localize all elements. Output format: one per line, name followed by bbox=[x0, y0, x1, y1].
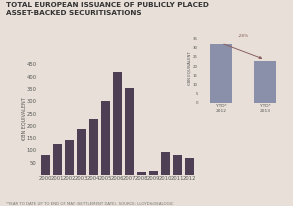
Bar bbox=[125, 88, 134, 175]
Bar bbox=[53, 144, 62, 175]
Y-axis label: €BN EQUIVALENT: €BN EQUIVALENT bbox=[21, 97, 26, 140]
Bar bbox=[113, 72, 122, 175]
Text: *YEAR TO DATE UP TO END OF MAY (SETTLEMENT DATE). SOURCE: LLOYDS/DEALOGIC: *YEAR TO DATE UP TO END OF MAY (SETTLEME… bbox=[6, 202, 173, 206]
Y-axis label: €BN EQUIVALENT: €BN EQUIVALENT bbox=[188, 51, 191, 85]
Bar bbox=[149, 171, 158, 175]
Bar bbox=[41, 155, 50, 175]
Bar bbox=[77, 129, 86, 175]
Text: -28%: -28% bbox=[238, 34, 249, 37]
Bar bbox=[173, 155, 182, 175]
Bar bbox=[89, 119, 98, 175]
Bar bbox=[185, 158, 194, 175]
Bar bbox=[161, 152, 170, 175]
Text: TOTAL EUROPEAN ISSUANCE OF PUBLICLY PLACED
ASSET-BACKED SECURITISATIONS: TOTAL EUROPEAN ISSUANCE OF PUBLICLY PLAC… bbox=[6, 2, 209, 16]
Bar bbox=[210, 44, 232, 103]
Bar bbox=[101, 101, 110, 175]
Bar bbox=[254, 61, 276, 103]
Bar bbox=[137, 172, 146, 175]
Bar bbox=[65, 140, 74, 175]
